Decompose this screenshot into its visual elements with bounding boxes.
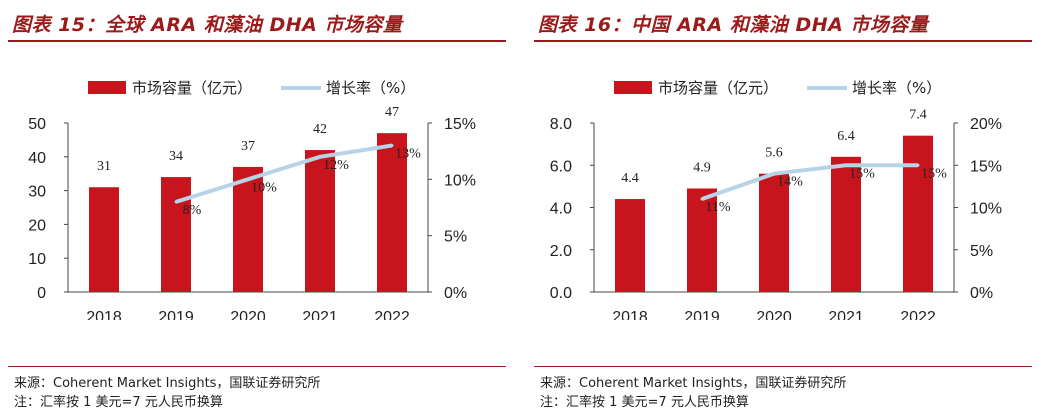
tick-label-left: 8.0	[550, 116, 572, 133]
category-label: 2022	[900, 309, 936, 320]
tick-label-left: 0.0	[550, 285, 572, 302]
figure-16: 图表 16：中国 ARA 和藻油 DHA 市场容量 市场容量（亿元） 增长率（%）…	[534, 0, 1032, 411]
note-text: 注：汇率按 1 美元=7 元人民币换算	[14, 395, 223, 410]
chart-global-market: 市场容量（亿元） 增长率（%） 0 10 20 30 40 50 0% 5% 10% 15% 31 201…	[28, 79, 476, 320]
bar	[377, 133, 407, 292]
legend-label-bar: 市场容量（亿元）	[132, 79, 252, 97]
footer-divider	[8, 366, 506, 367]
tick-label-right: 10%	[970, 201, 1002, 218]
tick-label-left: 10	[28, 251, 46, 268]
tick-label-right: 5%	[444, 229, 467, 246]
growth-value-label: 14%	[777, 175, 803, 190]
category-label: 2020	[230, 309, 266, 320]
tick-label-right: 20%	[970, 116, 1002, 133]
legend-swatch-bar	[88, 81, 126, 94]
bar-value-label: 5.6	[765, 146, 783, 161]
tick-label-left: 40	[28, 150, 46, 167]
growth-point	[390, 144, 394, 148]
tick-label-left: 20	[28, 217, 46, 234]
growth-line	[701, 163, 918, 201]
chart-china-market: 市场容量（亿元） 增长率（%） 0.0 2.0 4.0 6.0 8.0 0% 5% 10% 15% 2…	[550, 79, 1002, 320]
source-text: 来源：Coherent Market Insights，国联证券研究所	[14, 376, 321, 391]
growth-point	[772, 172, 776, 176]
growth-value-label: 13%	[395, 147, 421, 162]
tick-label-right: 10%	[444, 172, 476, 189]
growth-value-label: 15%	[921, 166, 947, 181]
tick-label-left: 2.0	[550, 243, 572, 260]
bar-value-label: 4.4	[621, 171, 639, 186]
bar	[89, 187, 119, 292]
figure-title: 图表 16：中国 ARA 和藻油 DHA 市场容量	[538, 14, 929, 36]
tick-label-left: 50	[28, 116, 46, 133]
category-label: 2018	[86, 309, 122, 320]
bar	[759, 173, 789, 292]
growth-point	[318, 155, 322, 159]
category-label: 2018	[612, 309, 648, 320]
figure-15: 图表 15：全球 ARA 和藻油 DHA 市场容量 市场容量（亿元） 增长率（%）…	[8, 0, 506, 411]
bar-value-label: 7.4	[909, 108, 927, 123]
source-text: 来源：Coherent Market Insights，国联证券研究所	[540, 376, 847, 391]
tick-label-right: 0%	[970, 285, 993, 302]
category-label: 2021	[828, 309, 864, 320]
category-label: 2019	[684, 309, 720, 320]
growth-line	[175, 143, 393, 204]
bar-value-label: 34	[169, 149, 183, 164]
growth-point	[916, 163, 920, 167]
legend-label-line: 增长率（%）	[326, 79, 415, 97]
bar-value-label: 4.9	[693, 160, 711, 175]
growth-value-label: 11%	[705, 200, 730, 215]
figure-title: 图表 15：全球 ARA 和藻油 DHA 市场容量	[12, 14, 403, 36]
bar	[161, 177, 191, 292]
bar-value-label: 31	[97, 159, 111, 174]
growth-point	[246, 177, 250, 181]
title-divider	[534, 40, 1032, 42]
tick-label-left: 0	[37, 285, 46, 302]
category-label: 2022	[374, 309, 410, 320]
growth-value-label: 15%	[849, 166, 875, 181]
tick-label-left: 6.0	[550, 158, 572, 175]
growth-point	[700, 197, 704, 201]
tick-label-left: 4.0	[550, 201, 572, 218]
tick-label-right: 0%	[444, 285, 467, 302]
tick-label-left: 30	[28, 184, 46, 201]
category-label: 2021	[302, 309, 338, 320]
title-divider	[8, 40, 506, 42]
tick-label-right: 5%	[970, 243, 993, 260]
bar	[831, 156, 861, 292]
bar	[305, 150, 335, 292]
category-label: 2019	[158, 309, 194, 320]
growth-point	[844, 163, 848, 167]
bar	[233, 166, 263, 292]
legend-label-bar: 市场容量（亿元）	[658, 79, 778, 97]
tick-label-right: 15%	[970, 158, 1002, 175]
growth-value-label: 10%	[251, 180, 277, 195]
bar-value-label: 37	[241, 139, 255, 154]
legend-label-line: 增长率（%）	[852, 79, 941, 97]
growth-value-label: 8%	[183, 203, 202, 218]
tick-label-right: 15%	[444, 116, 476, 133]
bar-value-label: 42	[313, 122, 327, 137]
bar	[687, 188, 717, 292]
bar-value-label: 47	[385, 105, 399, 120]
growth-value-label: 12%	[323, 158, 349, 173]
footer-divider	[534, 366, 1032, 367]
growth-point	[174, 200, 178, 204]
category-label: 2020	[756, 309, 792, 320]
bar-value-label: 6.4	[837, 129, 855, 144]
note-text: 注：汇率按 1 美元=7 元人民币换算	[540, 395, 749, 410]
legend-swatch-bar	[614, 81, 652, 94]
bar	[903, 135, 933, 292]
bar	[615, 199, 645, 292]
